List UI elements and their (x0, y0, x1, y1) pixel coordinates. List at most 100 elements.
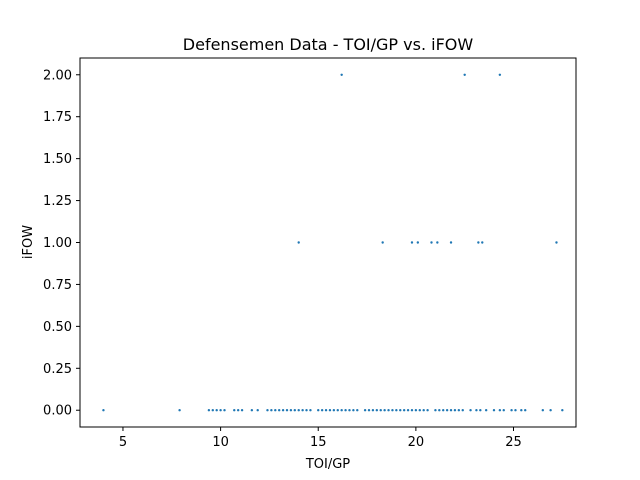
data-point (328, 409, 332, 412)
data-point (297, 409, 300, 412)
data-point (387, 409, 390, 412)
x-tick-label: 5 (119, 435, 127, 450)
data-point (418, 409, 421, 412)
data-point (498, 73, 502, 76)
data-point (383, 409, 386, 412)
data-point (524, 409, 527, 412)
data-point (215, 409, 218, 412)
data-point (340, 73, 343, 76)
data-point (484, 409, 488, 412)
data-point (233, 409, 236, 412)
data-point (461, 409, 464, 412)
data-point (391, 409, 394, 412)
data-point (442, 409, 445, 412)
data-point (402, 409, 406, 412)
chart-title: Defensemen Data - TOI/GP vs. iFOW (183, 35, 474, 54)
data-point (514, 409, 517, 412)
data-point (367, 409, 371, 412)
data-point (498, 409, 502, 412)
data-point (449, 241, 453, 244)
data-point (256, 409, 259, 412)
data-point (340, 409, 343, 412)
plot-area: 5 10 15 20 25 0.00 0.25 0.50 0.75 1.00 1.25 1.50 1.… (43, 57, 577, 450)
data-point (102, 409, 105, 412)
data-point (336, 409, 339, 412)
data-point (363, 409, 367, 412)
y-tick-label: 0.25 (43, 362, 72, 377)
data-point (502, 409, 505, 412)
data-point (356, 409, 359, 412)
y-tick-label: 1.75 (43, 110, 72, 125)
data-point (324, 409, 328, 412)
x-axis-label: TOI/GP (305, 457, 350, 472)
data-point (344, 409, 347, 412)
data-point (481, 241, 484, 244)
data-point (250, 409, 254, 412)
data-point (410, 409, 414, 412)
data-point (211, 409, 214, 412)
data-point (399, 409, 402, 412)
data-point (434, 409, 437, 412)
data-point (416, 241, 420, 244)
data-point (270, 409, 273, 412)
y-tick-label: 1.00 (43, 236, 72, 251)
data-point (449, 409, 453, 412)
data-point (348, 409, 351, 412)
data-point (457, 409, 461, 412)
y-tick-label: 0.75 (43, 278, 72, 293)
data-point (561, 409, 564, 412)
data-point (277, 409, 281, 412)
x-tick-label: 10 (212, 435, 229, 450)
data-point (240, 409, 244, 412)
data-point (379, 409, 382, 412)
data-point (178, 409, 181, 412)
data-point (555, 241, 558, 244)
data-point (219, 409, 222, 412)
data-point (445, 409, 449, 412)
data-point (395, 409, 398, 412)
data-point (375, 409, 379, 412)
data-point (520, 409, 523, 412)
data-point (492, 409, 496, 412)
data-point (301, 409, 304, 412)
data-point (436, 241, 439, 244)
data-point (297, 241, 300, 244)
data-point (381, 241, 384, 244)
data-point (274, 409, 277, 412)
data-point (305, 409, 308, 412)
y-tick-label: 0.00 (43, 404, 72, 419)
data-point (289, 409, 293, 412)
data-point (223, 409, 226, 412)
data-point (317, 409, 320, 412)
data-point (469, 409, 472, 412)
data-point (352, 409, 355, 412)
y-axis: 0.00 0.25 0.50 0.75 1.00 1.25 1.50 1.75 2.00 (43, 68, 80, 419)
x-tick-label: 15 (310, 435, 327, 450)
x-tick-label: 20 (408, 435, 425, 450)
data-point (479, 409, 482, 412)
data-point (463, 73, 466, 76)
y-tick-label: 1.50 (43, 152, 72, 167)
data-point (309, 409, 312, 412)
data-point (475, 409, 478, 412)
data-point (285, 409, 289, 412)
data-point (541, 409, 545, 412)
data-point (430, 241, 433, 244)
data-point (422, 409, 425, 412)
data-point (293, 409, 297, 412)
y-tick-label: 0.50 (43, 320, 72, 335)
data-point (406, 409, 410, 412)
x-tick-label: 25 (505, 435, 522, 450)
data-point (410, 241, 414, 244)
data-point (371, 409, 375, 412)
data-point (426, 409, 429, 412)
data-point (320, 409, 324, 412)
data-point (438, 409, 441, 412)
data-point (453, 409, 457, 412)
data-point (510, 409, 513, 412)
y-tick-label: 1.25 (43, 194, 72, 209)
data-point (549, 409, 552, 412)
data-point (236, 409, 240, 412)
x-axis: 5 10 15 20 25 (119, 427, 522, 450)
